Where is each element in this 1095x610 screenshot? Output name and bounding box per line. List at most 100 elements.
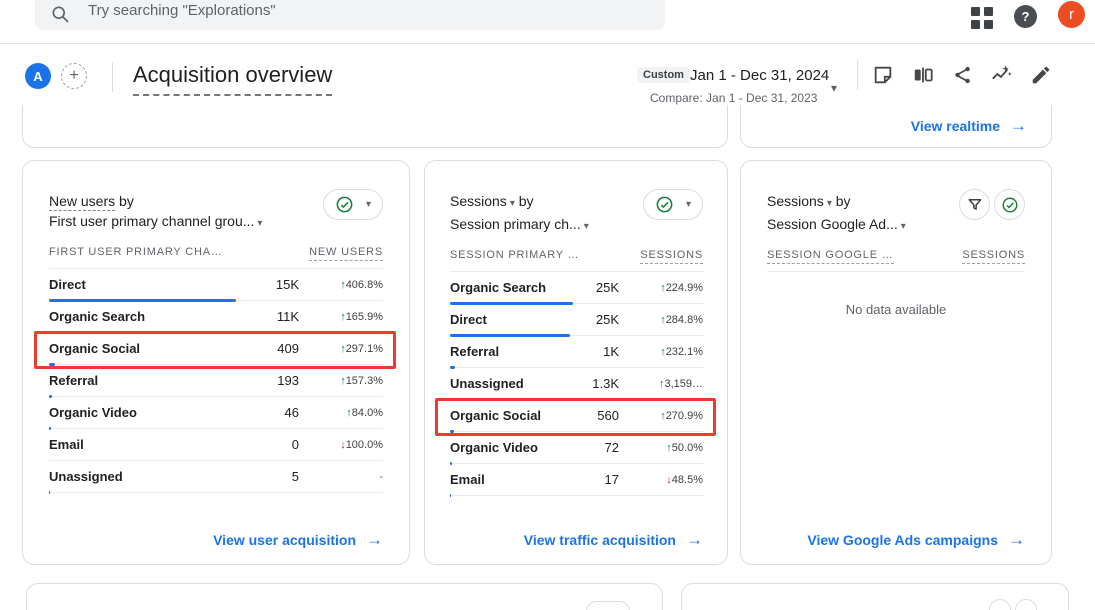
row-change: 100.0% — [345, 438, 383, 451]
check-circle-icon — [1002, 197, 1017, 212]
grid-apps-icon[interactable] — [971, 7, 993, 29]
row-value: 5 — [291, 469, 299, 484]
row-change-cell: ↑232.1% — [619, 346, 703, 358]
funnel-icon — [968, 198, 981, 210]
row-change: 165.9% — [345, 310, 383, 323]
row-change: 224.9% — [665, 281, 703, 294]
row-label: Organic Video — [49, 405, 137, 420]
property-avatar[interactable]: A — [25, 63, 51, 89]
column-dimension[interactable]: SESSION PRIMARY … — [450, 249, 580, 261]
table-row: Email 0 ↓100.0% — [49, 429, 383, 461]
dimension-selector[interactable]: Session primary ch... ▾ — [450, 216, 589, 232]
filter-button[interactable] — [959, 189, 990, 220]
column-metric[interactable]: SESSIONS — [640, 249, 703, 264]
row-change: 232.1% — [665, 345, 703, 358]
metric-selector[interactable]: New users — [49, 193, 116, 211]
user-avatar[interactable]: r — [1058, 1, 1085, 28]
chevron-down-icon: ▾ — [365, 199, 371, 210]
view-traffic-acquisition-link[interactable]: View traffic acquisition → — [523, 530, 703, 549]
row-value: 560 — [597, 408, 619, 423]
row-label: Direct — [450, 312, 487, 327]
table-row: Referral 1K ↑232.1% — [450, 336, 703, 369]
table-row: Email 17 ↓48.5% — [450, 464, 703, 497]
help-icon[interactable]: ? — [1014, 5, 1037, 28]
insights-icon[interactable] — [990, 64, 1012, 86]
arrow-right-icon: → — [1010, 116, 1027, 135]
row-label: Organic Social — [49, 341, 141, 356]
chevron-down-icon: ▾ — [583, 221, 589, 232]
row-change: - — [379, 470, 383, 483]
data-quality-pill[interactable]: ▾ — [642, 189, 703, 220]
dimension-selector[interactable]: First user primary channel grou... ▾ — [49, 213, 263, 229]
comparison-icon[interactable] — [912, 64, 934, 86]
row-bar — [450, 366, 455, 369]
view-user-acquisition-link[interactable]: View user acquisition → — [213, 530, 383, 549]
row-change-cell: ↑50.0% — [619, 442, 703, 454]
chevron-down-icon[interactable]: ▾ — [831, 81, 838, 95]
dimension-selector[interactable]: Session Google Ad... ▾ — [767, 216, 906, 232]
page-title[interactable]: Acquisition overview — [133, 62, 333, 96]
row-label: Email — [450, 472, 485, 487]
row-change-cell: ↑224.9% — [619, 282, 703, 294]
row-bar — [49, 395, 52, 398]
change-arrow-icon: ↑ — [660, 281, 666, 294]
data-quality-pill[interactable]: ▾ — [322, 189, 383, 220]
column-metric[interactable]: SESSIONS — [962, 249, 1025, 264]
row-bar — [450, 462, 452, 465]
card-sessions-channel: Sessions ▾ by Session primary ch... ▾ ▾ SE… — [424, 160, 728, 565]
share-icon[interactable] — [952, 64, 974, 86]
row-change: 297.1% — [345, 342, 383, 355]
row-value: 1K — [603, 344, 619, 359]
partial-card-bottom-left — [26, 583, 663, 610]
row-label: Unassigned — [450, 376, 524, 391]
row-change-cell: ↑3,159… — [619, 378, 703, 390]
change-arrow-icon: ↑ — [340, 278, 346, 291]
change-arrow-icon: ↑ — [346, 406, 352, 419]
add-comparison-button[interactable]: + — [61, 63, 87, 89]
add-note-icon[interactable] — [872, 64, 894, 86]
topbar-divider — [0, 43, 1095, 44]
change-arrow-icon: ↓ — [340, 438, 346, 451]
view-google-ads-campaigns-link[interactable]: View Google Ads campaigns → — [807, 530, 1025, 549]
row-change-cell: ↓48.5% — [619, 474, 703, 486]
table-row: Organic Video 72 ↑50.0% — [450, 432, 703, 465]
edit-icon[interactable] — [1030, 64, 1052, 86]
card-new-users: New users by First user primary channel … — [22, 160, 410, 565]
compare-date-range: Compare: Jan 1 - Dec 31, 2023 — [650, 91, 818, 105]
row-change: 406.8% — [345, 278, 383, 291]
metric-selector[interactable]: Sessions — [450, 193, 507, 209]
search-input[interactable]: Try searching "Explorations" — [35, 0, 665, 30]
row-label: Organic Search — [450, 280, 547, 295]
data-quality-button[interactable] — [994, 189, 1025, 220]
view-realtime-link[interactable]: View realtime → — [911, 116, 1027, 136]
partial-circle-button — [1015, 599, 1037, 610]
table-row: Direct 15K ↑406.8% — [49, 269, 383, 302]
row-label: Unassigned — [49, 469, 123, 484]
column-dimension[interactable]: FIRST USER PRIMARY CHA… — [49, 246, 223, 258]
channel-table: Direct 15K ↑406.8% Organic Search 11K ↑1… — [34, 269, 396, 494]
date-range-picker[interactable]: Jan 1 - Dec 31, 2024 — [690, 67, 830, 84]
row-value: 11K — [276, 309, 299, 324]
change-arrow-icon: ↑ — [340, 342, 346, 355]
row-bar — [450, 494, 451, 497]
change-arrow-icon: ↑ — [660, 409, 666, 422]
search-placeholder: Try searching "Explorations" — [88, 2, 276, 19]
header-divider-2 — [857, 60, 858, 90]
column-dimension[interactable]: SESSION GOOGLE … — [767, 249, 894, 264]
row-change: 3,159… — [664, 377, 703, 390]
row-change-cell: ↓100.0% — [299, 439, 383, 451]
channel-table: Organic Search 25K ↑224.9% Direct 25K ↑2… — [435, 272, 716, 497]
row-change-cell: ↑157.3% — [299, 375, 383, 387]
column-metric[interactable]: NEW USERS — [309, 246, 383, 261]
metric-selector[interactable]: Sessions — [767, 193, 824, 209]
row-bar — [49, 427, 51, 430]
table-column-headers: FIRST USER PRIMARY CHA… NEW USERS — [49, 246, 383, 269]
row-value: 409 — [277, 341, 299, 356]
row-value: 1.3K — [592, 376, 619, 391]
table-row: Direct 25K ↑284.8% — [450, 304, 703, 337]
check-circle-icon — [336, 196, 353, 213]
row-change-cell: - — [299, 471, 383, 483]
arrow-right-icon: → — [686, 530, 703, 549]
date-custom-badge: Custom — [637, 67, 690, 83]
